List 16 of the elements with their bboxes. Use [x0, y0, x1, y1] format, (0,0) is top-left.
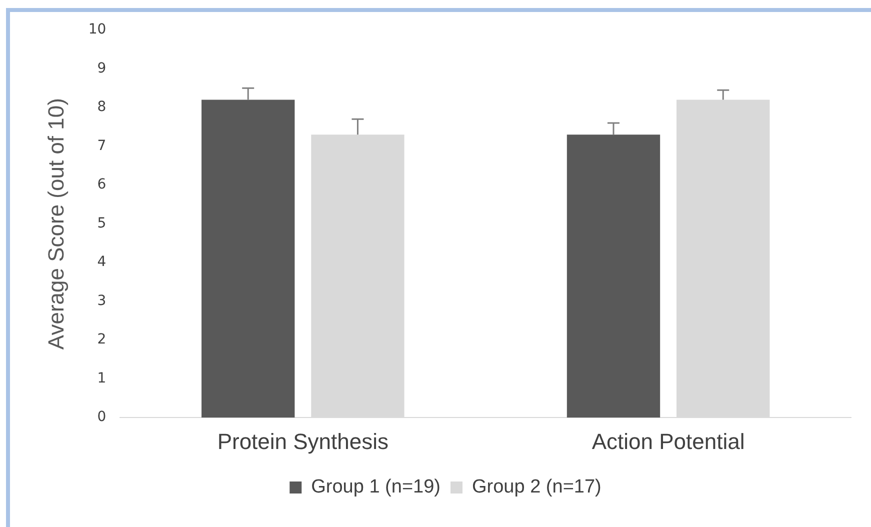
y-tick-label: 1	[97, 370, 106, 386]
y-tick-label: 9	[97, 60, 106, 76]
y-tick-label: 3	[97, 292, 106, 309]
y-tick-label: 2	[97, 332, 106, 348]
y-tick-label: 8	[97, 99, 106, 116]
legend-label: Group 1 (n=19)	[311, 476, 441, 498]
y-axis-title: Average Score (out of 10)	[43, 98, 68, 350]
y-tick-label: 0	[97, 409, 106, 426]
y-tick-label: 10	[88, 22, 106, 38]
x-tick-label: Action Potential	[592, 428, 745, 454]
y-tick-label: 4	[97, 254, 106, 270]
legend-label: Group 2 (n=17)	[472, 476, 602, 498]
y-tick-label: 7	[97, 138, 106, 154]
y-tick-label: 5	[97, 215, 106, 232]
x-tick-label: Protein Synthesis	[217, 428, 389, 454]
y-tick-label: 6	[97, 176, 106, 193]
